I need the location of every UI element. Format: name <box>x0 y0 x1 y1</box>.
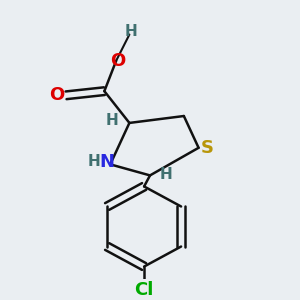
Text: H: H <box>160 167 172 182</box>
Text: H: H <box>88 154 100 169</box>
Text: O: O <box>50 86 65 104</box>
Text: S: S <box>201 139 214 157</box>
Text: H: H <box>124 24 137 39</box>
Text: H: H <box>105 113 118 128</box>
Text: N: N <box>100 153 115 171</box>
Text: Cl: Cl <box>134 281 154 299</box>
Text: O: O <box>110 52 125 70</box>
